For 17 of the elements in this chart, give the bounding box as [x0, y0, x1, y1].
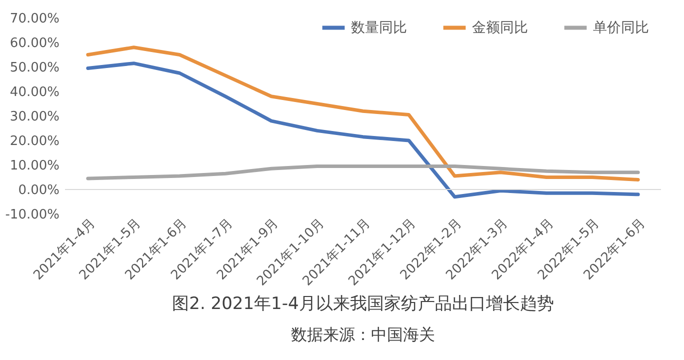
y-tick-label: 0.00% — [18, 183, 60, 198]
y-tick-label: 40.00% — [10, 85, 60, 100]
y-tick-label: 50.00% — [10, 60, 60, 76]
y-tick-label: 60.00% — [10, 36, 60, 51]
y-tick-label: -10.00% — [5, 208, 60, 222]
y-tick-label: 30.00% — [10, 110, 60, 124]
line-series — [86, 164, 640, 180]
line-series — [86, 46, 640, 182]
line-series — [86, 62, 640, 199]
legend-label: 数量同比 — [351, 20, 407, 36]
y-tick-label: 10.00% — [10, 158, 60, 174]
legend-label: 金额同比 — [472, 20, 528, 36]
source-note: 数据来源：中国海关 — [291, 324, 435, 344]
text: 图2. 2021年1-4月以来我国家纺产品出口增长趋势 — [172, 294, 554, 314]
y-tick-label: 70.00% — [10, 12, 60, 26]
legend-label: 单价同比 — [593, 20, 649, 36]
y-tick-label: 20.00% — [10, 134, 60, 149]
